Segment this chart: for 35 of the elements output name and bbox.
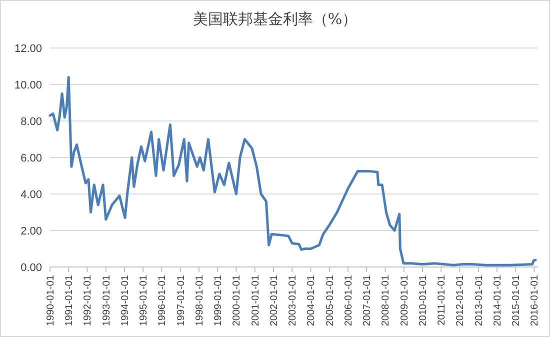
x-tick-label: 2011-01-01 [436,274,448,326]
x-tick-label: 1992-01-01 [82,274,94,326]
x-tick-label: 2010-01-01 [418,274,429,326]
x-tick-label: 1994-01-01 [120,274,131,326]
y-tick-label: 2.00 [20,226,42,238]
x-tick-label: 1998-01-01 [194,274,206,326]
y-tick-label: 6.00 [20,152,42,164]
y-tick-label: 12.00 [14,43,42,55]
y-tick-label: 8.00 [20,116,42,128]
x-tick-label: 1993-01-01 [101,274,112,326]
x-tick-label: 2009-01-01 [399,274,410,326]
x-tick-label: 2004-01-01 [306,274,318,326]
x-tick-label: 2000-01-01 [232,274,243,326]
x-tick-label: 2001-01-01 [250,274,262,326]
x-tick-label: 2008-01-01 [380,274,392,326]
title: 美国联邦基金利率（%） [192,10,358,28]
x-tick-label: 2003-01-01 [288,274,299,326]
x-tick-label: 2014-01-01 [492,274,504,326]
x-tick-label: 2012-01-01 [455,274,466,326]
x-tick-label: 2006-01-01 [344,274,354,326]
x-tick-label: 2007-01-01 [362,274,374,326]
x-tick-label: 2005-01-01 [324,274,336,326]
x-tick-label: 1991-01-01 [64,274,76,326]
x-tick-label: 1990-01-01 [46,274,56,326]
x-tick-label: 2015-01-01 [511,274,522,326]
y-tick-label: 10.00 [14,80,42,92]
x-tick-label: 1999-01-01 [213,274,224,326]
x-tick-label: 2002-01-01 [269,274,280,326]
y-tick-label: 0.00 [20,262,42,274]
x-tick-label: 2016-01-01 [530,274,541,326]
x-tick-label: 1996-01-01 [157,274,168,326]
y-tick-label: 4.00 [20,189,42,201]
x-tick-label: 1997-01-01 [176,274,187,326]
x-tick-label: 2013-01-01 [474,274,485,326]
x-tick-label: 1995-01-01 [138,274,150,326]
